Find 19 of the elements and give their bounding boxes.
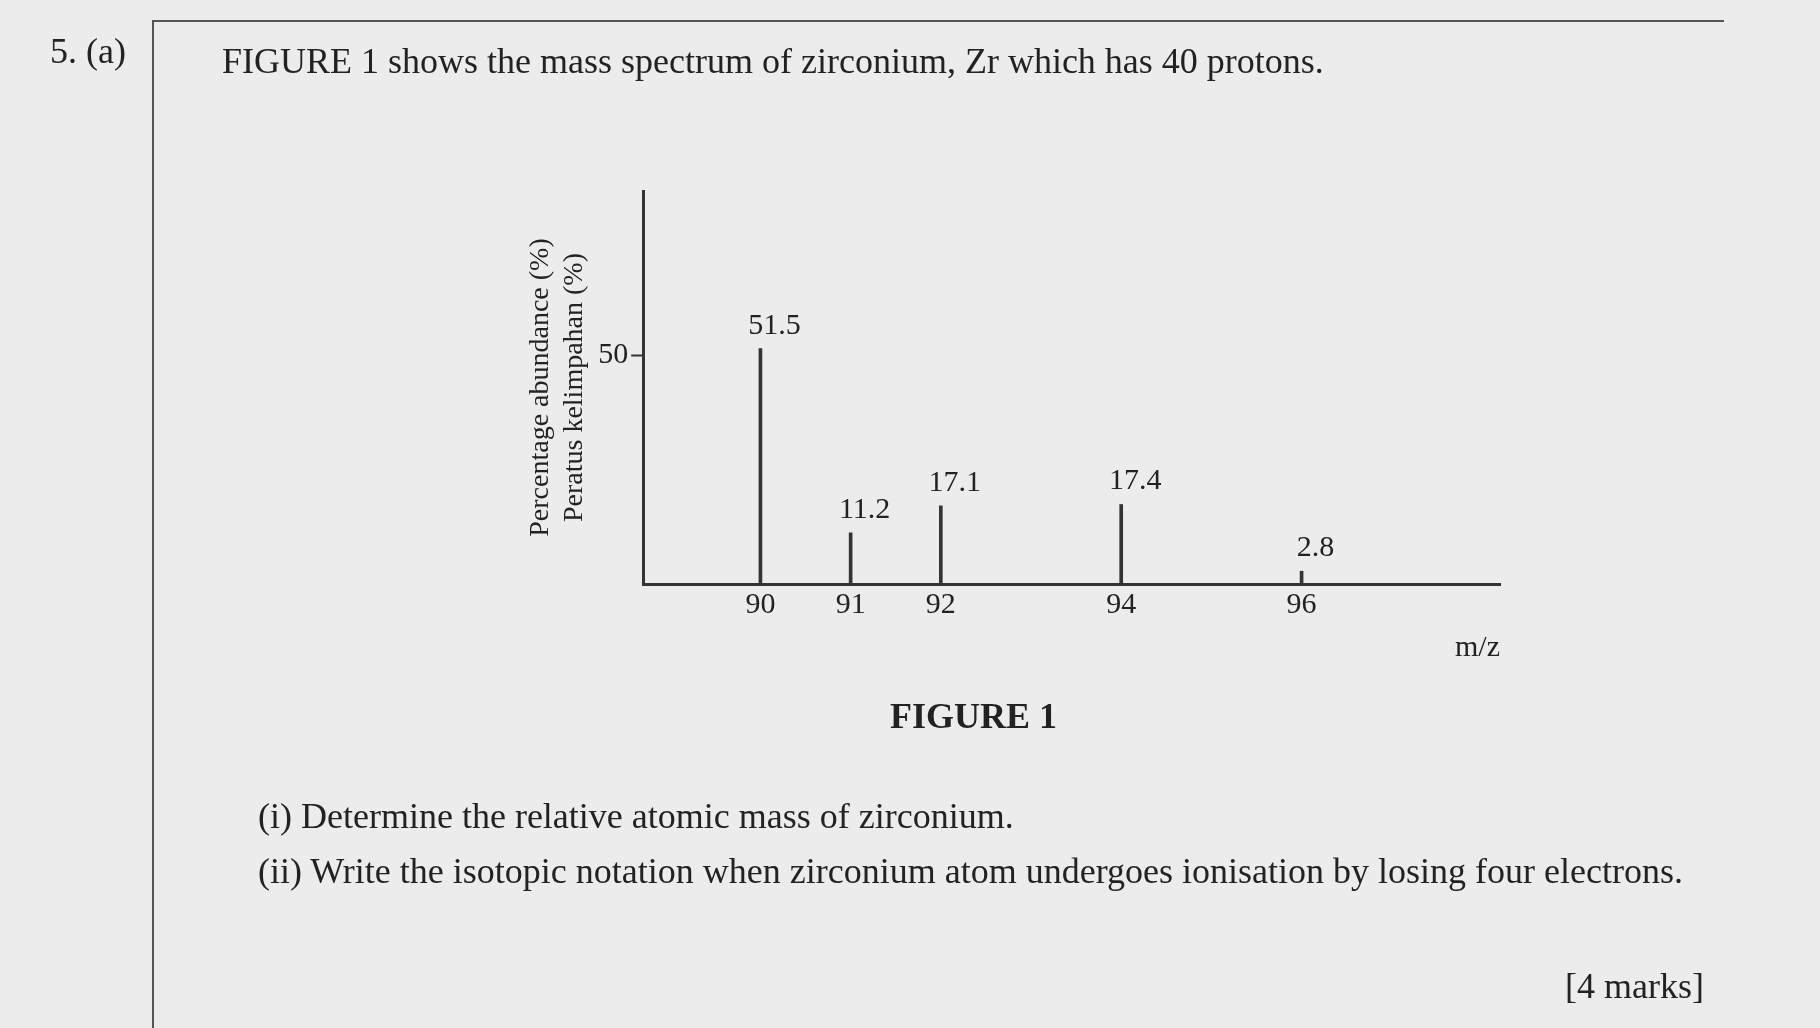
x-tick-label: 91: [835, 585, 866, 619]
data-label: 17.4: [1108, 462, 1162, 496]
x-tick-label: 96: [1286, 585, 1317, 619]
data-label: 2.8: [1296, 529, 1335, 563]
y-tick-label: 50: [598, 336, 629, 370]
x-tick-label: 92: [925, 585, 956, 619]
x-tick-label: 90: [745, 585, 776, 619]
data-label: 51.5: [748, 306, 801, 340]
text: [4 marks]: [1565, 965, 1704, 1007]
data-label: 11.2: [838, 490, 891, 524]
x-tick-label: 94: [1106, 585, 1137, 619]
text: (i) Determine the relative atomic mass of zirconium.: [258, 795, 1014, 837]
data-label: 17.1: [928, 463, 982, 497]
text: 5. (a): [50, 30, 126, 72]
x-axis-title: m/z: [1455, 628, 1500, 662]
y-axis-title: Percentage abundance (%) Peratus kelimpahan (%): [523, 238, 588, 537]
caption: FIGURE 1: [890, 695, 1058, 737]
chart-title: FIGURE 1 shows the mass spectrum of zirconium, Zr which has 40 protons.: [222, 40, 1325, 82]
text: (ii) Write the isotopic notation when zirconium atom undergoes ionisation by losing four electrons.: [258, 850, 1684, 892]
